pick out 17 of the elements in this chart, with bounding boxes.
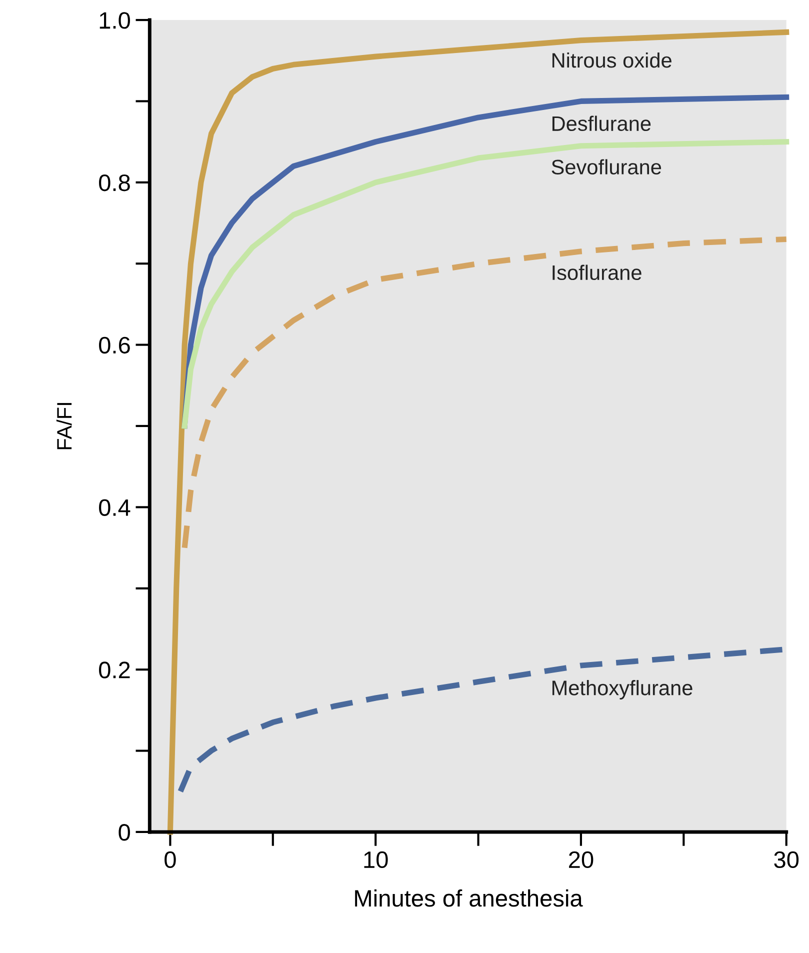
- y-tick-label: 0.6: [99, 336, 130, 354]
- x-tick-label: 0: [164, 851, 176, 868]
- x-tick-label: 20: [569, 851, 594, 868]
- series-label: Methoxyflurane: [552, 680, 692, 700]
- x-tick-label: 30: [774, 851, 799, 868]
- y-tick-label: 0.2: [99, 662, 130, 678]
- series-label: Desflurane: [552, 116, 651, 132]
- y-tick-label: 1.0: [100, 12, 130, 29]
- x-axis-title: Minutes of anesthesia: [355, 889, 583, 907]
- y-tick-label: 0: [118, 824, 130, 841]
- series-label: Nitrous oxide: [552, 52, 672, 68]
- x-tick-label: 10: [364, 851, 388, 868]
- series-label: Isoflurane: [552, 264, 642, 280]
- y-axis-title: FA/FI: [56, 403, 72, 450]
- y-tick-label: 0.8: [99, 174, 130, 192]
- y-tick-label: 0.4: [99, 499, 130, 516]
- series-label: Sevoflurane: [552, 159, 662, 174]
